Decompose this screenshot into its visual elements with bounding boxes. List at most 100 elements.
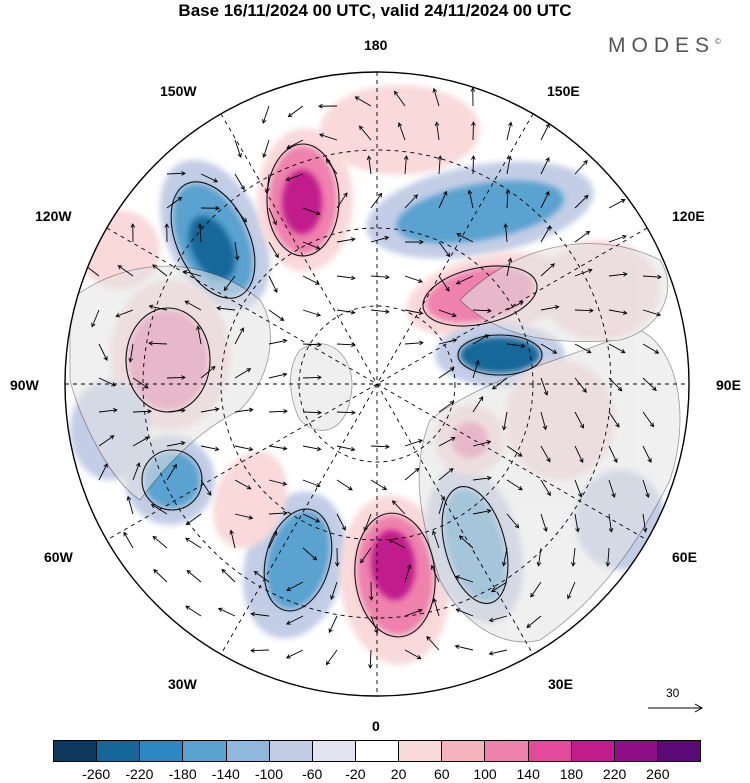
graticule: [65, 72, 689, 696]
wind-arrow-icon: [502, 411, 508, 431]
wind-arrow-icon: [370, 235, 390, 243]
greenland-land: [290, 343, 353, 431]
wind-arrow-icon: [404, 563, 412, 583]
wind-arrow-icon: [268, 372, 288, 379]
wind-arrow-icon: [370, 444, 390, 449]
wind-arrow-icon: [166, 408, 186, 413]
wind-arrow-icon: [234, 479, 252, 490]
wind-arrow-icon: [574, 445, 584, 464]
wind-arrow-icon: [574, 159, 588, 175]
wind-arrow-icon: [268, 409, 288, 414]
wind-arrow-icon: [506, 513, 520, 529]
wind-arrow-icon: [438, 437, 456, 447]
wind-arrow-icon: [438, 338, 458, 345]
colorbar-tick-label: -100: [254, 766, 284, 782]
wind-arrow-icon: [608, 445, 618, 464]
wind-arrow-icon: [186, 569, 202, 583]
colorbar-tick-label: -180: [168, 766, 197, 782]
wind-arrow-icon: [148, 304, 168, 311]
colorbar-tick-label: 180: [559, 766, 584, 782]
wind-arrow-icon: [454, 575, 474, 583]
wind-arrow-icon: [608, 272, 628, 277]
wind-arrow-icon: [642, 411, 655, 428]
lon-label-30e: 30E: [548, 676, 573, 692]
wind-arrow-icon: [285, 649, 304, 659]
colorbar-swatch: [269, 741, 313, 761]
colorbar-tick-label: 140: [516, 766, 540, 782]
vector-scale-label: 30: [666, 686, 680, 700]
wind-arrow-icon: [221, 568, 236, 583]
wind-arrow-icon: [268, 207, 277, 226]
contour-lines: [125, 143, 543, 638]
wind-arrow-icon: [200, 173, 219, 183]
wind-arrow-icon: [369, 581, 374, 601]
wind-arrow-icon: [370, 615, 379, 634]
anomaly-region: [396, 180, 564, 244]
wind-arrow-icon: [540, 225, 551, 243]
colorbar-ticks: -260 -220 -180 -140 -100 -60 -20 20 60 100 140 180 2…: [53, 766, 701, 782]
wind-arrow-icon: [404, 239, 424, 245]
wind-arrow-icon: [404, 309, 424, 316]
wind-arrow-icon: [265, 173, 270, 193]
wind-arrow-icon: [336, 445, 356, 452]
map-title: Base 16/11/2024 00 UTC, valid 24/11/2024…: [178, 1, 572, 20]
wind-arrow-icon: [91, 309, 100, 328]
wind-arrow-icon: [438, 275, 450, 292]
wind-arrow-icon: [132, 436, 150, 447]
vector-scale: 30: [646, 686, 706, 716]
anomaly-region: [212, 451, 288, 549]
contour-line: [354, 512, 436, 638]
wind-arrow-icon: [302, 375, 322, 380]
wind-arrow-icon: [404, 439, 423, 447]
wind-arrow-icon: [608, 479, 616, 499]
wind-arrow-icon: [336, 479, 353, 491]
wind-arrow-icon: [132, 377, 149, 389]
colorbar: [53, 740, 701, 762]
colorbar-tick-label: -220: [125, 766, 154, 782]
wind-arrow-icon: [642, 445, 652, 463]
wind-arrow-icon: [330, 581, 338, 600]
wind-arrow-icon: [268, 241, 279, 259]
wind-arrow-icon: [388, 538, 406, 549]
lon-label-0: 0: [372, 718, 380, 734]
colorbar-swatch: [183, 741, 227, 761]
wind-arrow-icon: [132, 462, 141, 481]
wind-arrow-icon: [393, 90, 406, 107]
wind-arrow-icon: [153, 568, 168, 583]
wind-arrow-icon: [325, 649, 338, 666]
wind-arrow-icon: [184, 300, 202, 311]
wind-arrow-icon: [642, 309, 662, 317]
wind-arrow-icon: [642, 377, 657, 392]
wind-arrow-icon: [250, 611, 270, 617]
wind-arrow-icon: [430, 564, 440, 583]
wind-arrow-icon: [234, 513, 254, 520]
wind-arrow-icon: [571, 547, 576, 567]
wind-arrow-icon: [506, 155, 512, 175]
wind-arrow-icon: [574, 268, 593, 277]
wind-arrow-icon: [403, 155, 409, 175]
wind-arrow-icon: [605, 547, 611, 567]
contour-line: [441, 485, 509, 605]
wind-arrow-icon: [540, 377, 549, 396]
wind-arrow-icon: [326, 158, 338, 175]
wind-arrow-icon: [608, 377, 623, 392]
contour-line: [422, 265, 538, 327]
wind-arrow-icon: [216, 305, 236, 311]
colorbar-swatch: [312, 741, 356, 761]
wind-arrow-icon: [185, 605, 202, 617]
colorbar-swatch: [399, 741, 443, 761]
wind-arrow-icon: [608, 411, 620, 428]
wind-arrow-icon: [98, 377, 117, 387]
wind-arrow-icon: [491, 377, 508, 390]
wind-arrow-icon: [540, 513, 548, 533]
wind-arrow-icon: [540, 411, 548, 431]
wind-arrow-icon: [286, 581, 304, 591]
wind-arrow-icon: [370, 192, 383, 209]
wind-arrow-icon: [336, 513, 346, 531]
wind-arrow-icon: [336, 192, 348, 209]
wind-arrow-icon: [166, 171, 186, 176]
colorbar-tick-label: 20: [390, 766, 407, 782]
wind-arrow-icon: [472, 440, 492, 447]
wind-arrow-icon: [234, 241, 240, 261]
